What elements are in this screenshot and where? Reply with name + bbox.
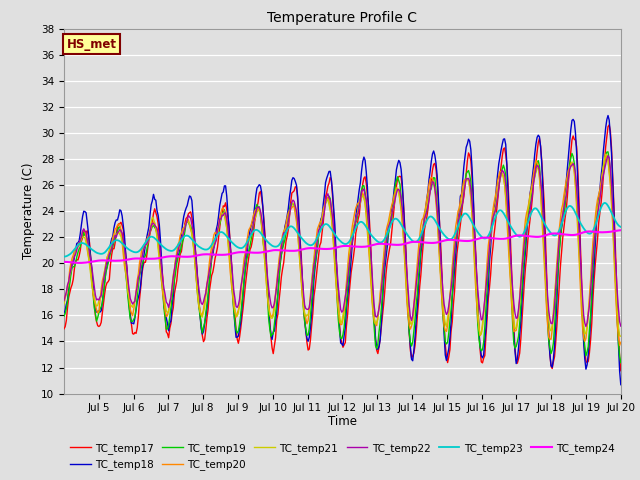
TC_temp19 xyxy=(234,330,241,336)
Line: TC_temp21: TC_temp21 xyxy=(64,154,621,336)
TC_temp23 xyxy=(399,224,406,229)
TC_temp23 xyxy=(566,203,573,209)
TC_temp24 xyxy=(617,228,625,233)
TC_temp23 xyxy=(469,222,477,228)
TC_temp17 xyxy=(234,336,241,342)
Line: TC_temp17: TC_temp17 xyxy=(64,125,621,371)
TC_temp23 xyxy=(234,244,241,250)
TC_temp22 xyxy=(60,298,68,303)
X-axis label: Time: Time xyxy=(328,415,357,428)
TC_temp21 xyxy=(602,151,609,157)
TC_temp18 xyxy=(372,336,380,342)
TC_temp22 xyxy=(582,324,590,329)
TC_temp22 xyxy=(399,205,406,211)
TC_temp18 xyxy=(60,310,68,316)
TC_temp20 xyxy=(60,298,68,303)
TC_temp17 xyxy=(399,185,406,191)
Line: TC_temp20: TC_temp20 xyxy=(64,156,621,346)
TC_temp20 xyxy=(234,311,241,316)
TC_temp22 xyxy=(469,214,477,220)
TC_temp20 xyxy=(603,153,611,158)
TC_temp21 xyxy=(295,245,303,251)
TC_temp24 xyxy=(470,237,478,243)
TC_temp22 xyxy=(604,153,612,158)
TC_temp20 xyxy=(566,165,573,171)
TC_temp24 xyxy=(399,241,407,247)
TC_temp19 xyxy=(617,360,625,365)
TC_temp23 xyxy=(295,232,303,238)
TC_temp20 xyxy=(372,321,380,327)
TC_temp20 xyxy=(617,339,625,345)
Y-axis label: Temperature (C): Temperature (C) xyxy=(22,163,35,260)
TC_temp17 xyxy=(469,194,477,200)
TC_temp17 xyxy=(295,216,303,222)
TC_temp17 xyxy=(60,326,68,332)
Legend: TC_temp17, TC_temp18, TC_temp19, TC_temp20, TC_temp21, TC_temp22, TC_temp23, TC_: TC_temp17, TC_temp18, TC_temp19, TC_temp… xyxy=(66,439,619,474)
TC_temp18 xyxy=(617,382,625,387)
TC_temp19 xyxy=(372,343,380,348)
TC_temp17 xyxy=(372,336,380,342)
TC_temp22 xyxy=(372,313,380,319)
TC_temp19 xyxy=(604,149,612,155)
TC_temp22 xyxy=(566,167,573,172)
Text: HS_met: HS_met xyxy=(67,38,116,51)
TC_temp22 xyxy=(295,230,303,236)
TC_temp18 xyxy=(399,180,406,186)
Line: TC_temp24: TC_temp24 xyxy=(64,230,621,263)
TC_temp21 xyxy=(234,313,241,319)
TC_temp18 xyxy=(604,113,612,119)
TC_temp19 xyxy=(469,222,477,228)
TC_temp18 xyxy=(234,334,241,340)
TC_temp24 xyxy=(567,232,575,238)
TC_temp21 xyxy=(372,321,380,327)
TC_temp21 xyxy=(566,166,573,172)
TC_temp23 xyxy=(617,224,625,230)
TC_temp20 xyxy=(399,221,406,227)
TC_temp20 xyxy=(616,343,623,348)
TC_temp18 xyxy=(295,214,303,220)
TC_temp19 xyxy=(295,234,303,240)
TC_temp24 xyxy=(60,259,68,265)
TC_temp21 xyxy=(469,228,477,234)
TC_temp24 xyxy=(296,247,304,253)
TC_temp19 xyxy=(399,209,406,215)
TC_temp24 xyxy=(373,241,381,247)
TC_temp17 xyxy=(605,122,613,128)
TC_temp17 xyxy=(566,164,573,169)
TC_temp23 xyxy=(601,200,609,206)
TC_temp22 xyxy=(234,305,241,311)
TC_temp18 xyxy=(566,139,573,144)
TC_temp20 xyxy=(469,232,477,238)
TC_temp23 xyxy=(372,237,380,242)
TC_temp21 xyxy=(617,333,625,339)
Line: TC_temp18: TC_temp18 xyxy=(64,116,621,384)
TC_temp24 xyxy=(234,250,242,255)
TC_temp19 xyxy=(60,313,68,319)
TC_temp21 xyxy=(399,215,406,221)
Line: TC_temp19: TC_temp19 xyxy=(64,152,621,362)
TC_temp19 xyxy=(566,161,573,167)
TC_temp17 xyxy=(617,368,625,373)
TC_temp18 xyxy=(469,190,477,196)
Line: TC_temp23: TC_temp23 xyxy=(64,203,621,257)
TC_temp22 xyxy=(617,323,625,329)
TC_temp24 xyxy=(76,260,83,266)
Title: Temperature Profile C: Temperature Profile C xyxy=(268,11,417,25)
TC_temp21 xyxy=(60,301,68,307)
Line: TC_temp22: TC_temp22 xyxy=(64,156,621,326)
TC_temp20 xyxy=(295,244,303,250)
TC_temp23 xyxy=(60,254,68,260)
